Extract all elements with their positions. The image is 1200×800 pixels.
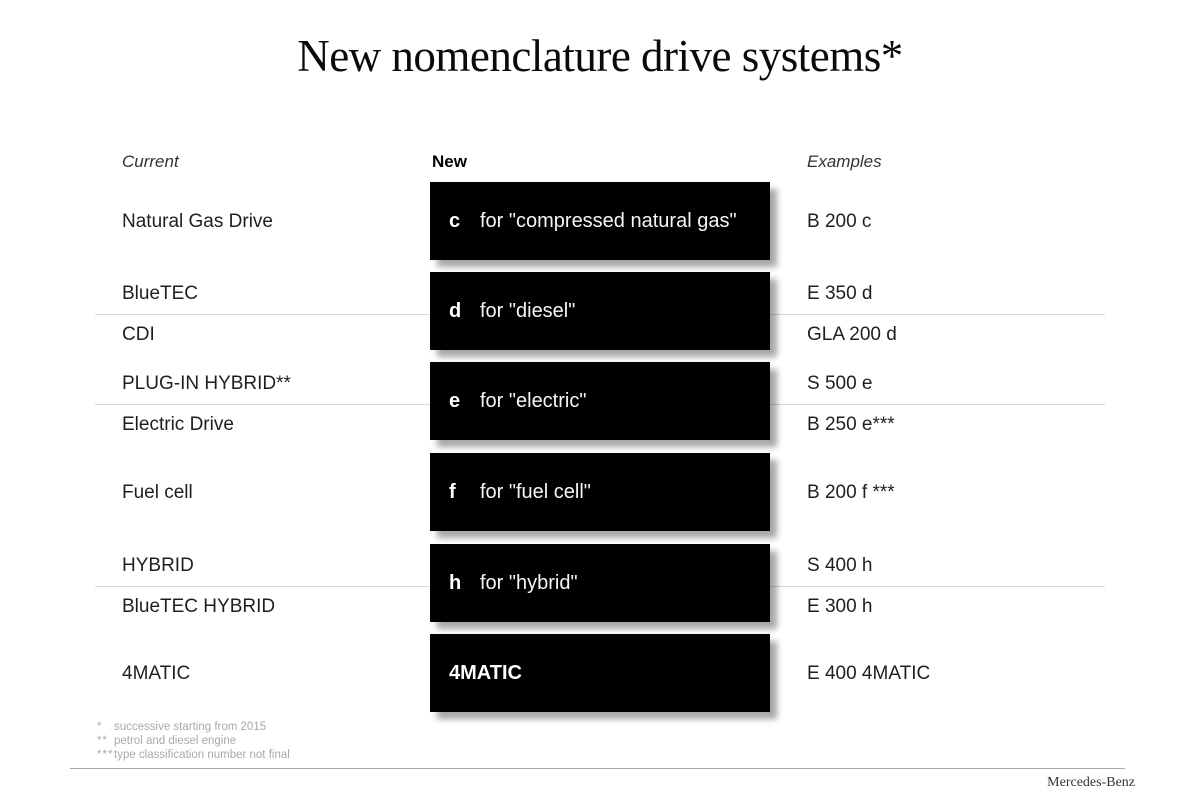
- nomenclature-row-h: HYBRID BlueTEC HYBRID h for "hybrid" S 4…: [0, 544, 1200, 634]
- current-label: 4MATIC: [122, 663, 191, 684]
- new-code-box: 4MATIC: [430, 634, 770, 712]
- current-label: BlueTEC HYBRID: [122, 596, 276, 617]
- footnote: * successive starting from 2015: [97, 721, 266, 734]
- current-label: Natural Gas Drive: [122, 211, 273, 232]
- current-label: Electric Drive: [122, 414, 234, 435]
- example-label: GLA 200 d: [807, 324, 897, 345]
- column-header-current: Current: [122, 152, 179, 171]
- new-code-box: d for "diesel": [430, 272, 770, 350]
- footnote: ** petrol and diesel engine: [97, 735, 236, 748]
- nomenclature-row-d: BlueTEC CDI d for "diesel" E 350 d GLA 2…: [0, 272, 1200, 362]
- page-title: New nomenclature drive systems*: [297, 31, 903, 81]
- new-code-description: for "fuel cell": [480, 480, 591, 503]
- new-code-box: h for "hybrid": [430, 544, 770, 622]
- new-code-letter: 4MATIC: [449, 661, 522, 684]
- example-label: S 500 e: [807, 373, 873, 394]
- new-code-box: f for "fuel cell": [430, 453, 770, 531]
- example-label: B 200 c: [807, 211, 872, 232]
- brand-logotype: Mercedes-Benz: [1047, 775, 1135, 790]
- example-label: E 300 h: [807, 596, 873, 617]
- column-header-new: New: [432, 152, 467, 171]
- footnote-text: petrol and diesel engine: [114, 735, 237, 747]
- current-label: Fuel cell: [122, 482, 193, 503]
- new-code-description: for "compressed natural gas": [480, 209, 737, 232]
- example-label: S 400 h: [807, 555, 873, 576]
- footnote-marker: *: [97, 721, 103, 733]
- example-label: B 250 e***: [807, 414, 895, 435]
- column-header-examples: Examples: [807, 152, 882, 171]
- example-label: E 350 d: [807, 283, 873, 304]
- current-label: BlueTEC: [122, 283, 199, 304]
- nomenclature-row-c: Natural Gas Drive c for "compressed natu…: [0, 182, 1200, 272]
- new-code-description: for "electric": [480, 389, 587, 412]
- nomenclature-row-f: Fuel cell f for "fuel cell" B 200 f ***: [0, 453, 1200, 543]
- footnote-text: type classification number not final: [114, 749, 290, 761]
- new-code-letter: e: [449, 389, 461, 412]
- new-code-letter: h: [449, 571, 462, 594]
- nomenclature-row-e: PLUG-IN HYBRID** Electric Drive e for "e…: [0, 362, 1200, 452]
- footer-rule: [70, 768, 1125, 769]
- new-code-letter: c: [449, 209, 461, 232]
- new-code-description: for "diesel": [480, 299, 576, 322]
- new-code-box: e for "electric": [430, 362, 770, 440]
- footnote: *** type classification number not final: [97, 749, 290, 762]
- new-code-description: for "hybrid": [480, 571, 578, 594]
- current-label: PLUG-IN HYBRID**: [122, 373, 291, 394]
- current-label: HYBRID: [122, 555, 194, 576]
- footnote-marker: ***: [97, 749, 114, 761]
- current-label: CDI: [122, 324, 155, 345]
- new-code-letter: d: [449, 299, 462, 322]
- new-code-box: c for "compressed natural gas": [430, 182, 770, 260]
- footnote-marker: **: [97, 735, 108, 747]
- nomenclature-row-4matic: 4MATIC 4MATIC E 400 4MATIC: [0, 634, 1200, 724]
- example-label: E 400 4MATIC: [807, 663, 931, 684]
- example-label: B 200 f ***: [807, 482, 895, 503]
- footnote-text: successive starting from 2015: [114, 721, 267, 733]
- new-code-letter: f: [449, 480, 456, 503]
